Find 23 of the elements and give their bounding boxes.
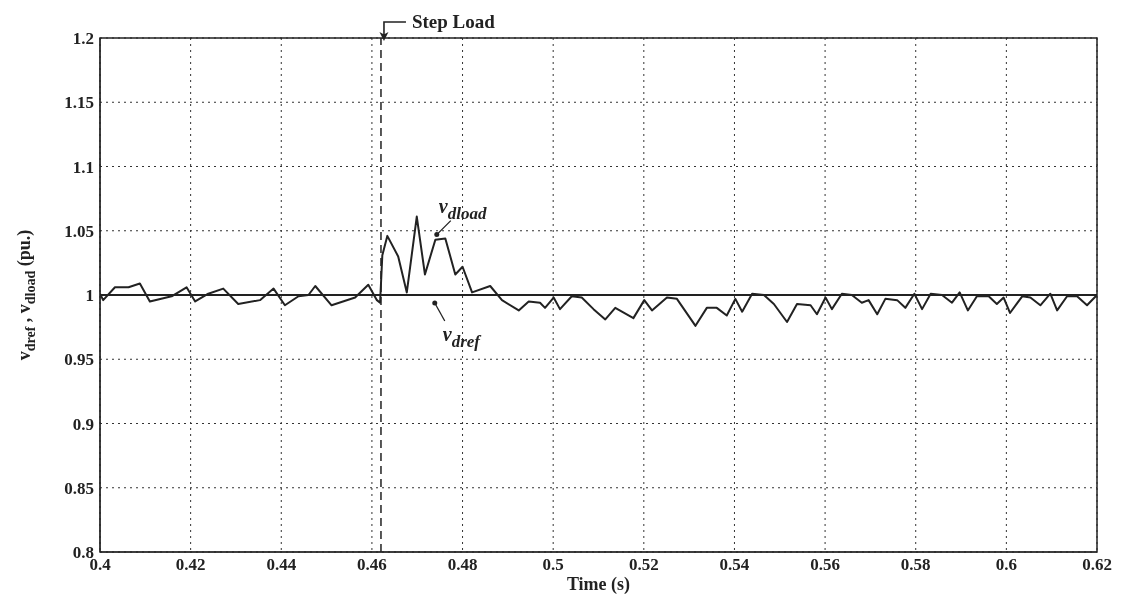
series-label: v$_{dref}$: [442, 323, 483, 351]
x-axis-title: Time (s): [566, 574, 631, 595]
x-tick-label: 0.5: [542, 555, 564, 575]
x-tick-label: 0.54: [719, 555, 750, 575]
series-label: v$_{dload}$: [438, 194, 487, 223]
y-tick-label: 0.85: [64, 478, 94, 498]
x-tick-label: 0.6: [995, 555, 1017, 575]
x-tick-label: 0.46: [357, 555, 387, 575]
y-tick-label: 1.1: [72, 157, 94, 177]
y-tick-label: 0.95: [64, 350, 94, 370]
y-tick-label: 1: [85, 286, 94, 306]
y-tick-label: 0.9: [72, 414, 94, 434]
x-tick-label: 0.58: [900, 555, 931, 575]
x-tick-label: 0.42: [175, 555, 206, 575]
x-tick-label: 0.44: [266, 555, 297, 575]
y-tick-label: 1.15: [64, 93, 94, 113]
y-tick-label: 1.05: [64, 221, 94, 241]
y-tick-label: 1.2: [72, 29, 94, 49]
x-tick-label: 0.62: [1082, 555, 1112, 575]
legend-label: Step Load: [411, 11, 496, 32]
x-tick-label: 0.52: [628, 555, 659, 575]
x-tick-label: 0.48: [447, 555, 478, 575]
x-tick-label: 0.56: [810, 555, 840, 575]
